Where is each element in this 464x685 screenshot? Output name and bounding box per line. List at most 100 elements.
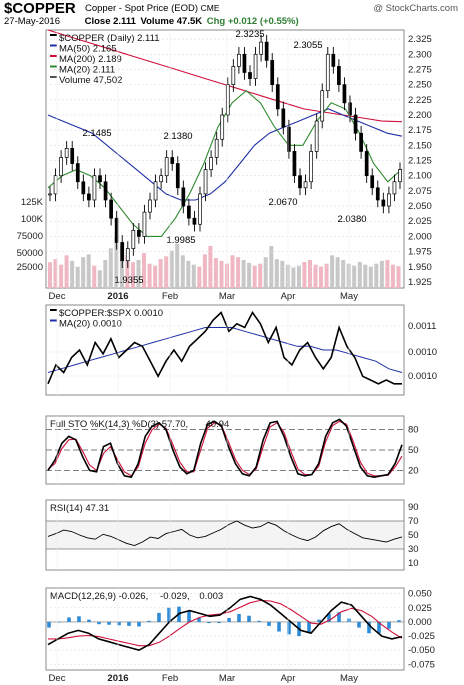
volume-bar (92, 265, 97, 288)
volume-bar (341, 260, 346, 288)
price-candle-body (75, 163, 80, 183)
ratio-ma-line (47, 327, 403, 373)
price-x-tick: Dec (49, 291, 66, 302)
rsi-line (47, 520, 403, 546)
price-annotation: 2.3235 (235, 29, 264, 40)
macd-histogram-bar (207, 621, 211, 624)
stochastic-k-line (47, 418, 403, 479)
price-candle-body (281, 108, 286, 128)
ratio-line (47, 310, 402, 385)
price-y-tick: 2.300 (408, 49, 432, 60)
price-candle-body (159, 175, 163, 183)
price-y-tick: 2.275 (408, 64, 432, 75)
rsi-y-tick: 70 (408, 516, 419, 527)
macd-histogram-bar (137, 621, 141, 627)
volume-bar (313, 264, 318, 288)
macd-histogram-bar (227, 617, 231, 622)
volume-bar (97, 270, 102, 288)
macd-histogram-bar (397, 620, 401, 622)
volume-bar (70, 260, 75, 288)
volume-bar (296, 265, 301, 288)
ma50-line (47, 108, 403, 201)
volume-bar (48, 262, 52, 288)
price-candle-body (214, 138, 219, 158)
price-legend-text: MA(20) 2.111 (59, 65, 115, 76)
volume-y-tick: 125K (21, 197, 44, 208)
price-candle-body (353, 114, 358, 134)
macd-y-tick: 0.050 (408, 589, 432, 600)
volume-bar (75, 267, 80, 288)
macd-histogram-bar (387, 621, 391, 629)
volume-bar (330, 255, 335, 288)
price-legend-swatch (50, 319, 57, 322)
macd-histogram-bar (47, 621, 51, 628)
instrument-name: Copper - Spot Price (EOD) CME (85, 3, 220, 14)
price-candle-body (364, 151, 369, 177)
volume-bar (274, 259, 279, 288)
volume-bar (142, 253, 146, 288)
volume-bar (247, 262, 252, 288)
price-y-tick: 1.975 (408, 247, 432, 258)
volume-bar (86, 254, 91, 288)
price-legend-text: Volume 47,502 (59, 75, 122, 86)
volume-bar (175, 243, 180, 288)
price-x-tick: Apr (281, 291, 296, 302)
price-candle-body (342, 84, 347, 104)
watermark: @ StockCharts.com (373, 3, 458, 14)
macd-x-tick: 2016 (107, 673, 128, 684)
macd-histogram-bar (127, 621, 131, 626)
price-candle-body (70, 148, 75, 164)
volume-bar (319, 266, 323, 288)
price-candle-body (253, 53, 258, 79)
macd-signal-line (48, 599, 403, 647)
price-annotation: 1.9355 (114, 275, 143, 286)
price-candle-body (248, 72, 252, 79)
macd-legend-text: 0.003 (199, 591, 223, 602)
volume-bar (191, 264, 196, 288)
volume-bar (114, 236, 119, 288)
price-annotation: 2.1485 (82, 128, 111, 139)
macd-histogram-bar (87, 619, 91, 622)
volume-y-tick: 100K (21, 214, 44, 225)
volume-bar (169, 250, 174, 288)
price-legend-text: MA(200) 2.189 (59, 54, 122, 65)
volume-bar (213, 258, 218, 288)
price-candle-body (264, 41, 269, 61)
volume-bar (108, 248, 113, 288)
price-candle-body (59, 157, 63, 177)
volume-bar (363, 264, 368, 288)
price-candle-body (203, 169, 208, 195)
price-legend-swatch (50, 44, 57, 47)
price-y-tick: 2.200 (408, 110, 432, 121)
volume-bar (379, 260, 384, 288)
volume-bar (352, 265, 357, 288)
volume-bar (241, 260, 246, 288)
volume-bar (230, 255, 235, 288)
volume-bar (136, 260, 141, 288)
volume-bar (396, 266, 401, 288)
price-candle-body (259, 41, 263, 55)
price-panel (45, 29, 405, 289)
volume-bar (64, 255, 69, 288)
volume-bar (158, 259, 163, 288)
price-legend-swatch (50, 309, 57, 311)
price-y-tick: 1.925 (408, 277, 432, 288)
price-candle-body (309, 151, 313, 183)
macd-x-tick: Dec (49, 673, 66, 684)
price-candle-body (98, 175, 102, 183)
macd-x-tick: Apr (281, 673, 296, 684)
ratio-y-tick: 0.0011 (408, 321, 436, 332)
price-legend-swatch (50, 55, 57, 57)
price-legend-text: MA(50) 2.165 (59, 44, 117, 55)
stochastic-y-tick: 50 (408, 445, 419, 456)
price-candle-body (242, 53, 247, 73)
volume-y-tick: 50000 (17, 248, 43, 259)
price-y-tick: 2.325 (408, 34, 432, 45)
price-candle-body (292, 151, 297, 177)
macd-histogram-bar (147, 620, 151, 622)
macd-histogram-bar (267, 621, 271, 626)
price-candle-body (348, 102, 352, 116)
symbol-title: $COPPER (4, 0, 76, 17)
stochastic-legend-text: Full STO %K(14,3) %D(3) 57.70, (50, 419, 188, 430)
price-legend-swatch (50, 65, 57, 68)
